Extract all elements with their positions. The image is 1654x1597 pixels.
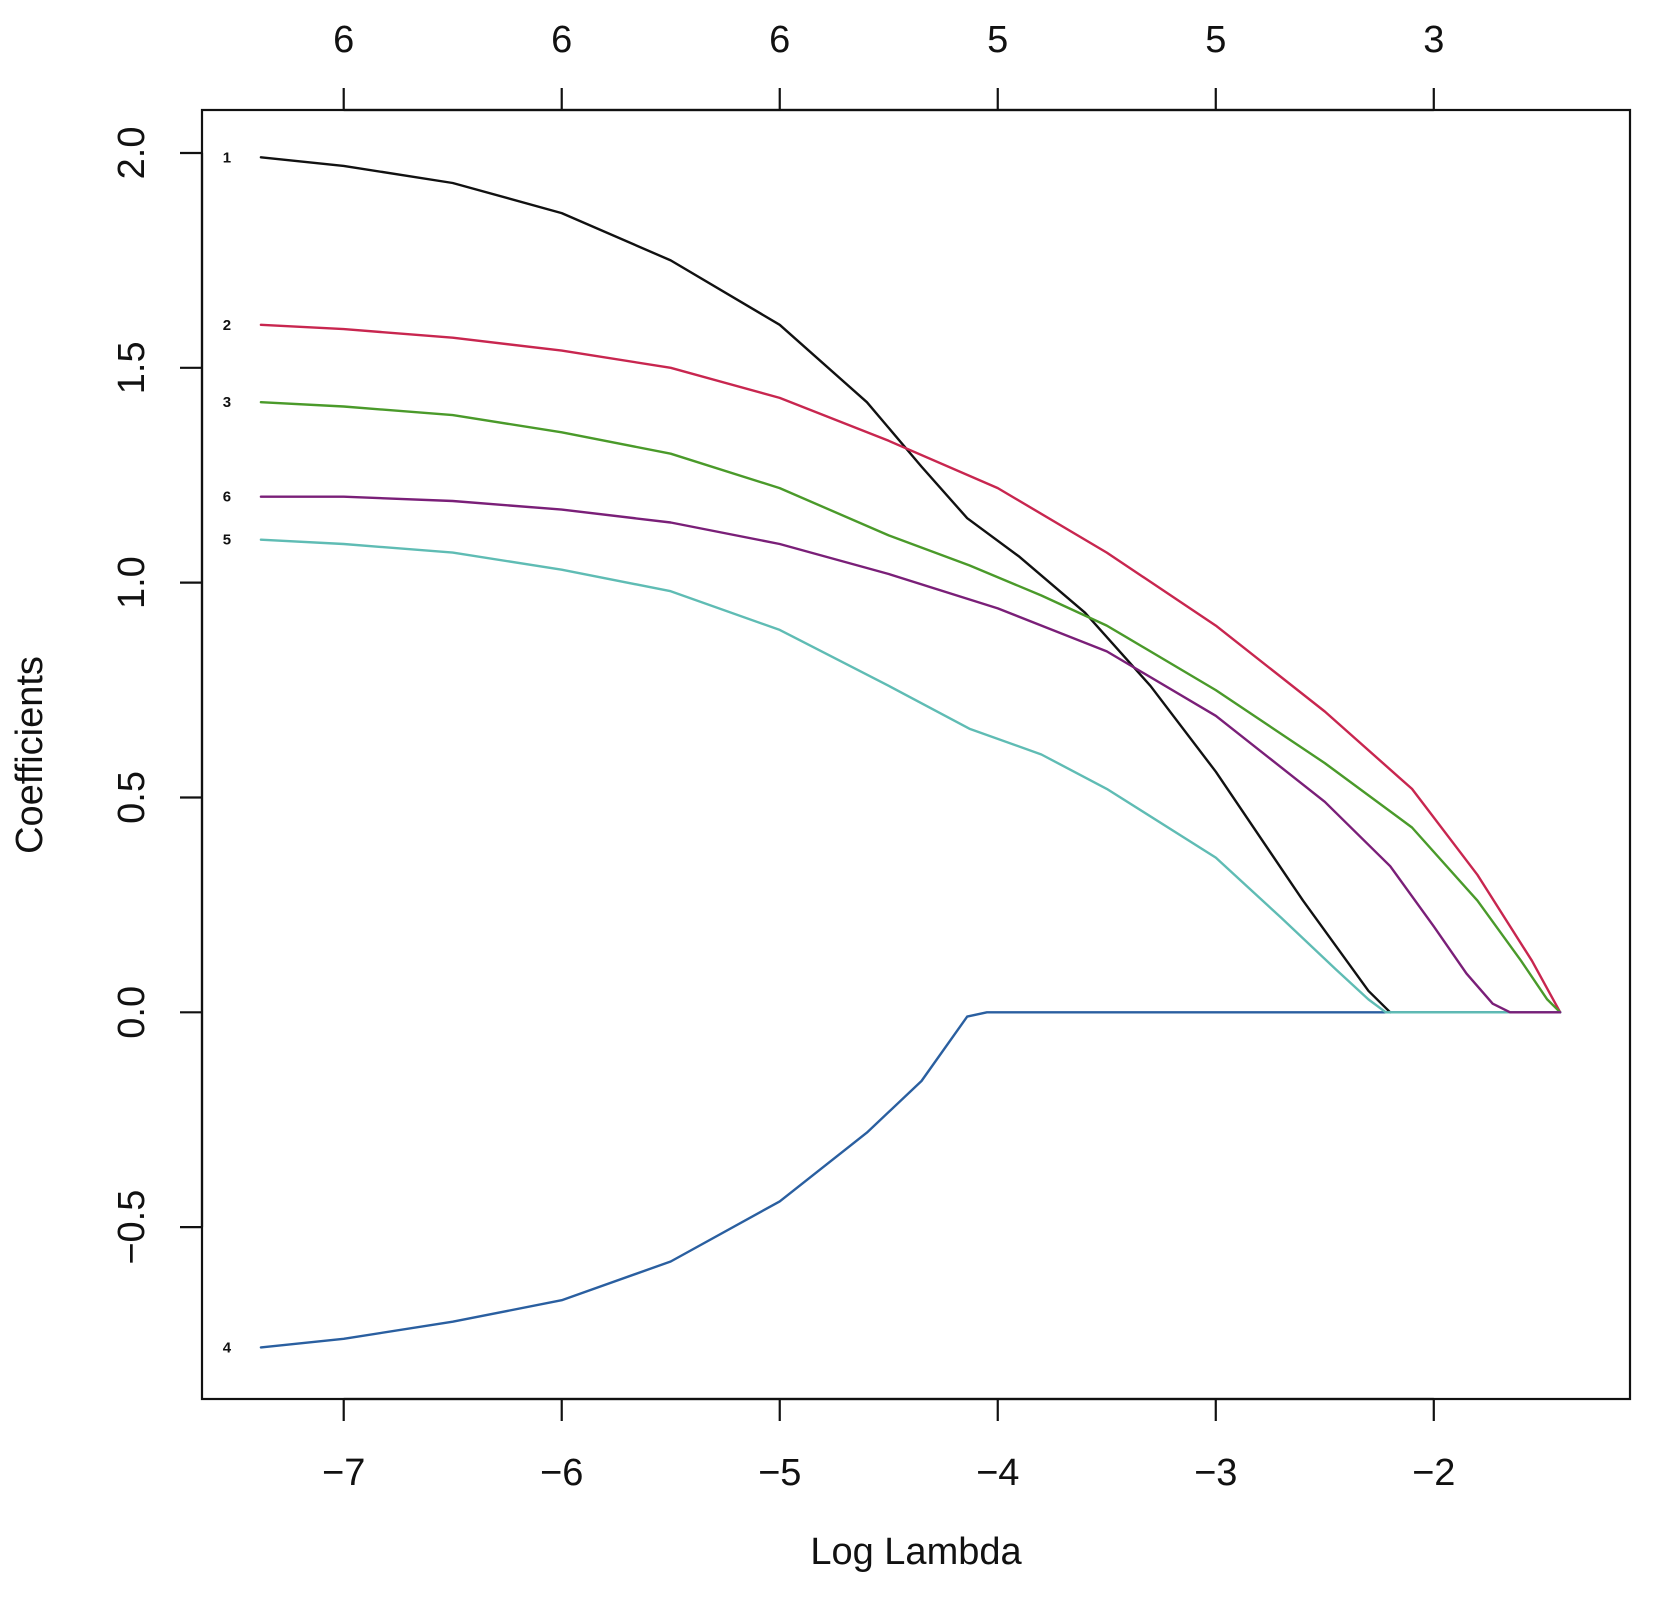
x-tick-label: −5 <box>758 1452 801 1494</box>
series-label-6: 6 <box>223 489 231 506</box>
series-label-3: 3 <box>223 394 231 411</box>
top-tick-label: 5 <box>1205 19 1226 61</box>
series-line-3 <box>259 401 1562 1014</box>
x-tick-label: −3 <box>1194 1452 1237 1494</box>
y-tick-label: 0.5 <box>111 771 153 824</box>
x-tick-label: −2 <box>1412 1452 1455 1494</box>
series-label-4: 4 <box>223 1339 232 1356</box>
series-label-5: 5 <box>223 532 231 549</box>
y-tick-label: −0.5 <box>111 1190 153 1265</box>
x-tick-label: −4 <box>976 1452 1019 1494</box>
x-tick-label: −7 <box>322 1452 365 1494</box>
top-tick-label: 6 <box>769 19 790 61</box>
bottom-axis: −7 −6 −5 −4 −3 −2 <box>322 1397 1455 1494</box>
top-tick-label: 6 <box>551 19 572 61</box>
top-tick-label: 3 <box>1423 19 1444 61</box>
y-tick-label: 0.0 <box>111 986 153 1039</box>
y-tick-label: 1.0 <box>111 556 153 609</box>
x-axis-title: Log Lambda <box>810 1531 1022 1573</box>
series-line-2 <box>259 323 1562 1014</box>
series-line-4 <box>259 1011 1562 1349</box>
series-labels: 1 2 3 4 5 6 <box>223 149 232 1356</box>
top-axis: 6 6 6 5 5 3 <box>333 19 1444 112</box>
left-axis: −0.5 0.0 0.5 1.0 1.5 2.0 <box>111 127 204 1265</box>
series-line-6 <box>259 495 1562 1014</box>
series-line-1 <box>259 156 1392 1014</box>
x-tick-label: −6 <box>540 1452 583 1494</box>
y-axis-title: Coefficients <box>9 656 51 854</box>
series-lines <box>259 156 1562 1349</box>
top-tick-label: 5 <box>987 19 1008 61</box>
plot-frame <box>200 108 1632 1401</box>
y-tick-label: 2.0 <box>111 127 153 180</box>
series-line-5 <box>259 538 1562 1014</box>
series-label-2: 2 <box>223 317 231 334</box>
y-tick-label: 1.5 <box>111 341 153 394</box>
top-tick-label: 6 <box>333 19 354 61</box>
series-label-1: 1 <box>223 149 231 166</box>
